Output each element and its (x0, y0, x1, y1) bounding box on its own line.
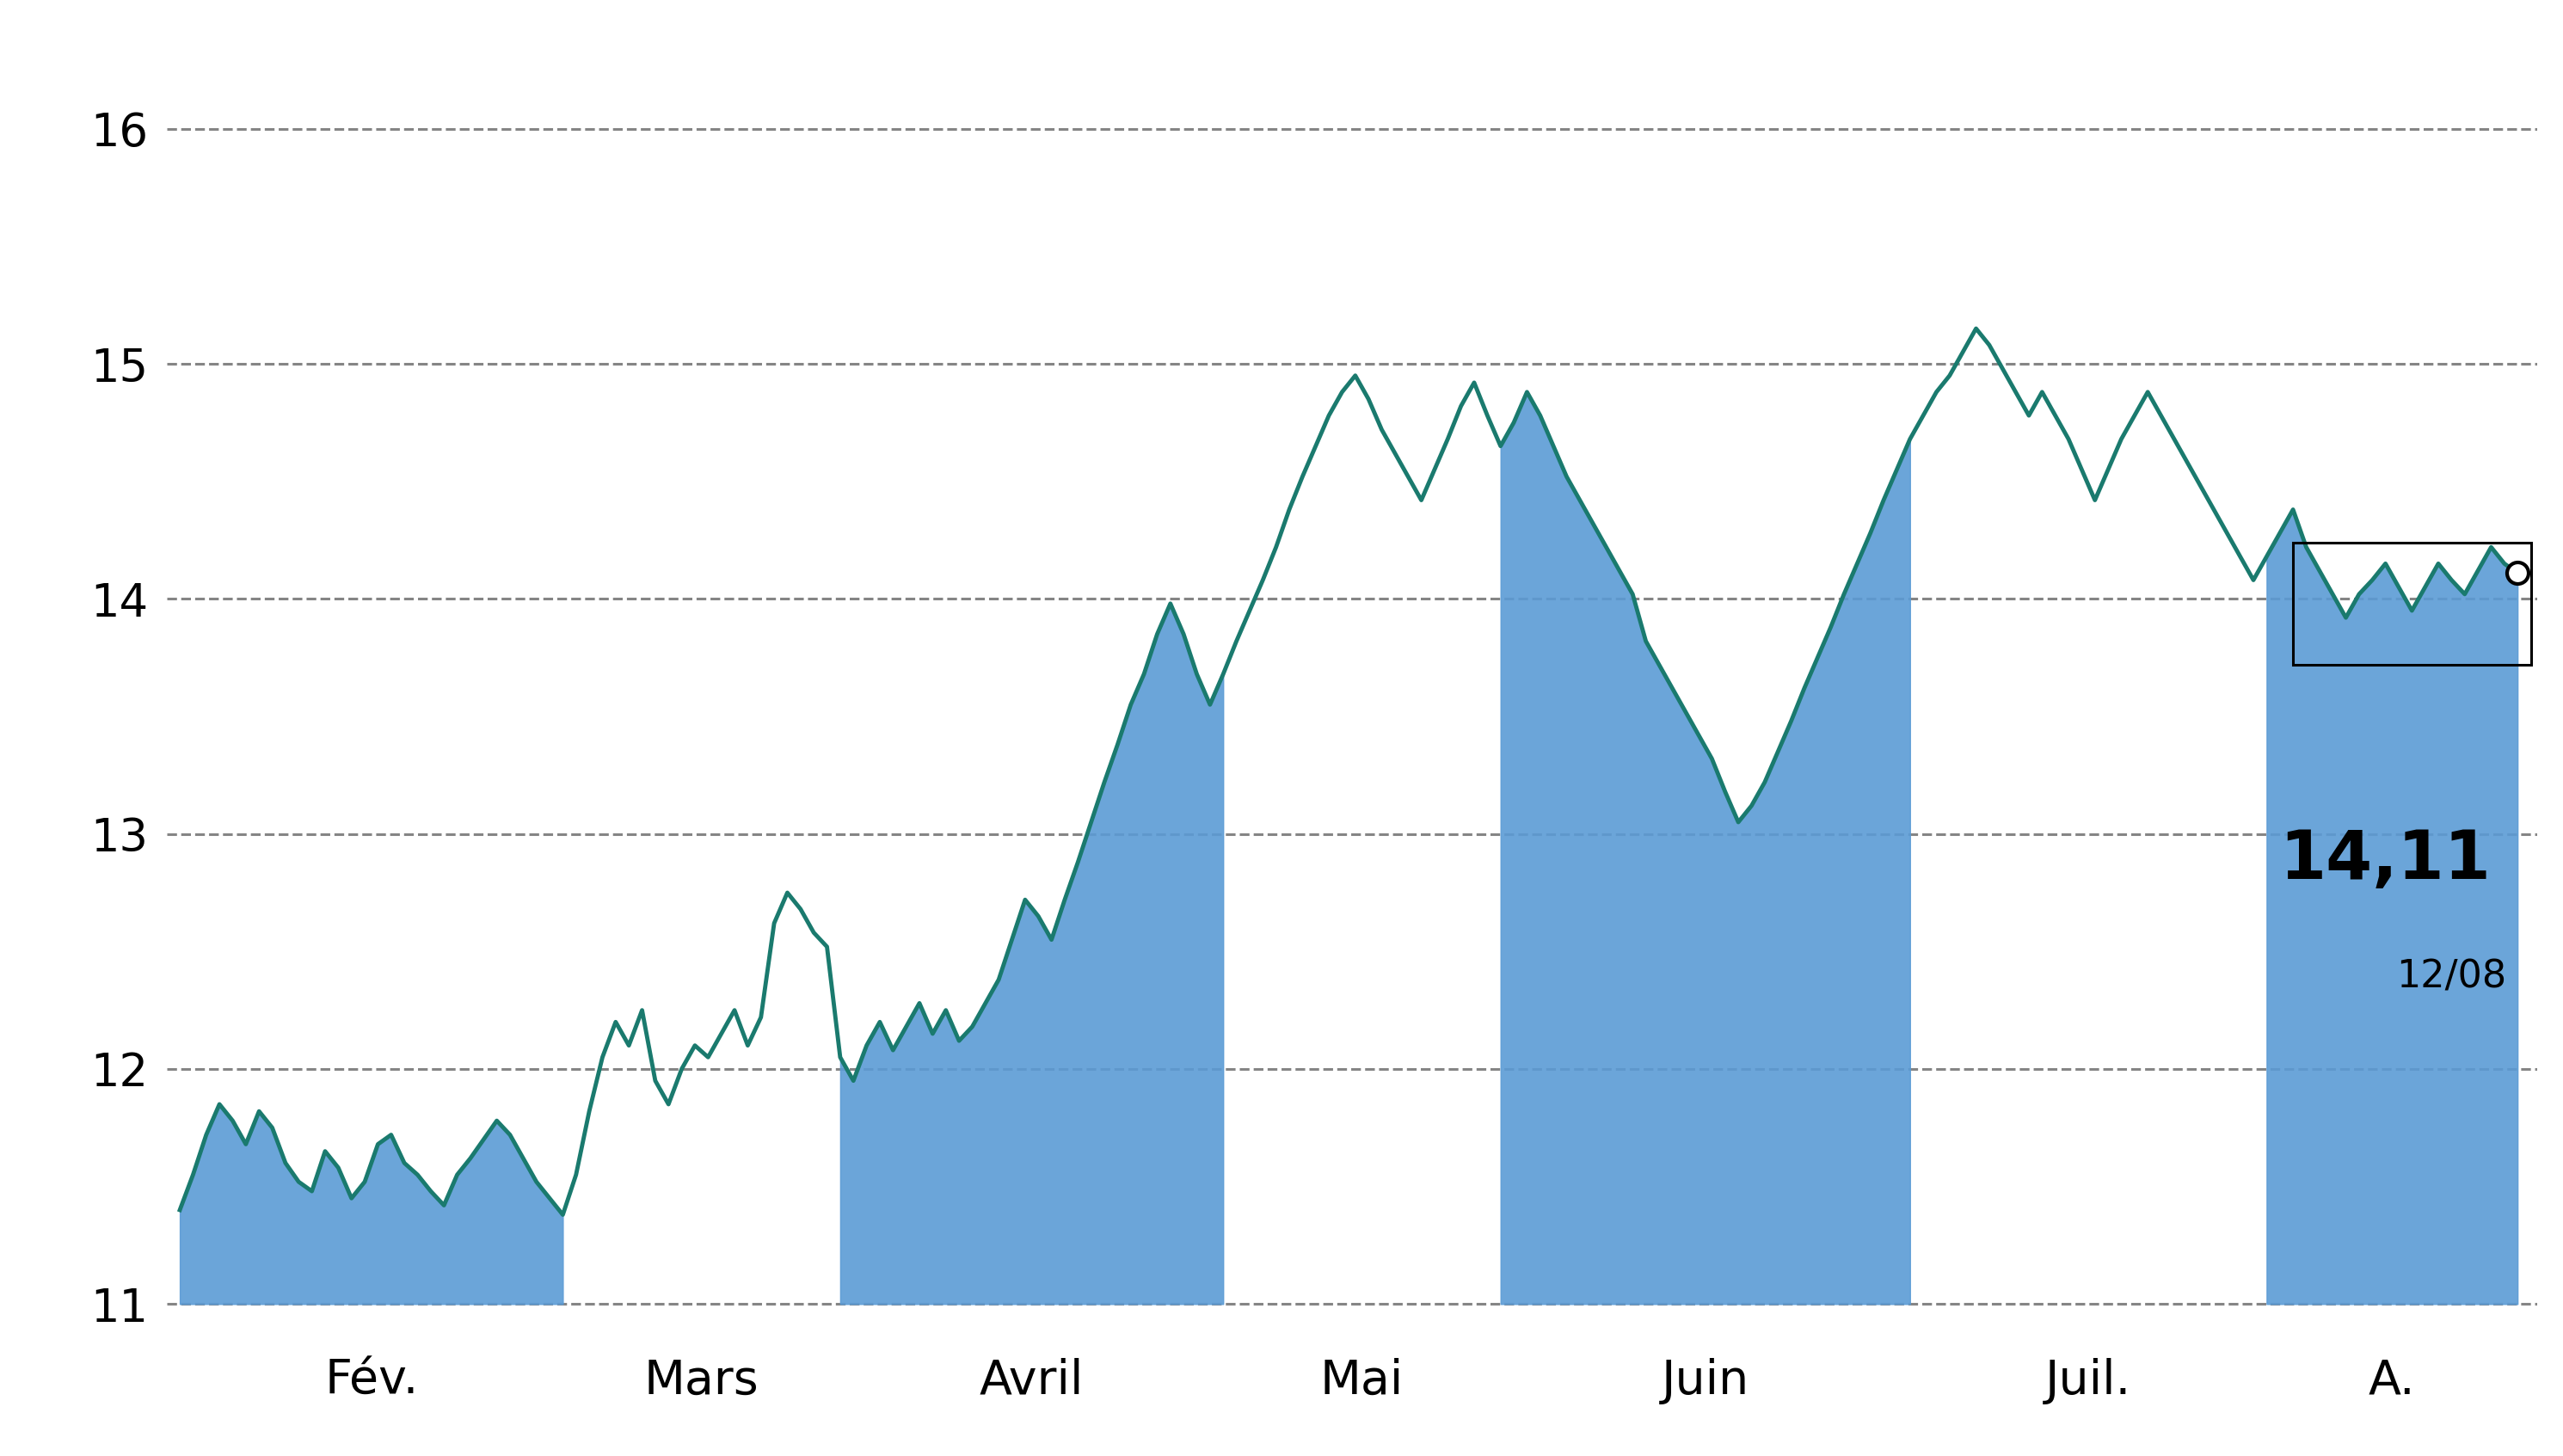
Text: 14,11: 14,11 (2279, 827, 2491, 893)
Text: TAG Immobilien AG: TAG Immobilien AG (818, 25, 1745, 109)
Text: 12/08: 12/08 (2396, 960, 2507, 996)
Bar (2294, 543, 2530, 665)
